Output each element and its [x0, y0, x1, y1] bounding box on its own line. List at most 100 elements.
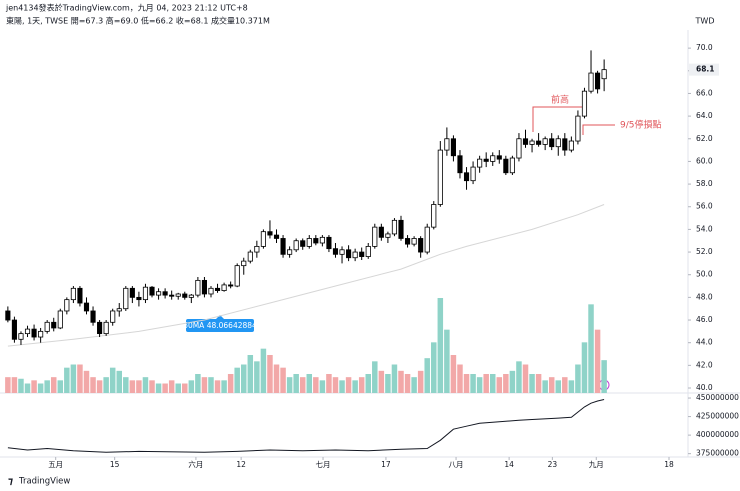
x-tick-label: 12 — [236, 460, 246, 469]
ma-label-text: 60MA 48.06642884 — [183, 321, 257, 330]
volume-bar — [509, 370, 516, 393]
volume-bar — [358, 377, 365, 393]
volume-bar — [116, 370, 123, 393]
volume-bar — [90, 377, 96, 393]
candle-body — [463, 172, 470, 182]
volume-bar — [64, 367, 70, 393]
candle-body — [280, 238, 286, 255]
volume-bar — [37, 383, 44, 393]
candle-body — [254, 245, 260, 253]
indicator-tick-label: 425000000 — [696, 412, 739, 421]
candle-body — [162, 291, 168, 296]
volume-bar — [57, 380, 64, 393]
volume-bar — [529, 374, 535, 393]
volume-bar — [70, 364, 77, 393]
candle-body — [568, 140, 574, 151]
candle-body — [404, 238, 411, 245]
brand: TradingView — [18, 477, 70, 487]
candle-body — [457, 155, 463, 174]
volume-bar — [254, 361, 260, 393]
x-tick-label: 18 — [664, 460, 674, 469]
candle-body — [228, 284, 234, 287]
candle-body — [77, 287, 83, 304]
candle-body — [313, 238, 319, 244]
candle-body — [214, 287, 221, 291]
candle-body — [516, 138, 522, 159]
candle-body — [221, 284, 227, 291]
ma-label-box — [186, 319, 254, 332]
volume-bar — [575, 364, 581, 393]
volume-bar — [31, 380, 37, 393]
candle-body — [273, 234, 280, 239]
candle-body — [103, 321, 109, 335]
ma-line — [7, 204, 605, 347]
volume-bar — [11, 377, 18, 393]
candle-body — [110, 310, 116, 323]
candle-body — [431, 204, 437, 228]
candle-body — [450, 138, 456, 157]
candle-body — [234, 265, 240, 287]
candle-body — [470, 166, 476, 182]
volume-bar — [267, 355, 273, 393]
candle-body — [332, 248, 339, 255]
y-tick-label: 40.0 — [696, 383, 713, 392]
volume-bar — [182, 383, 188, 393]
candle-body — [169, 294, 175, 297]
volume-bar — [562, 377, 568, 393]
volume-bar — [293, 374, 299, 393]
volume-bar — [555, 380, 562, 393]
candle-body — [418, 238, 424, 253]
candle-body — [477, 158, 483, 168]
volume-bar — [201, 377, 208, 393]
x-tick-label: 17 — [381, 460, 391, 469]
x-tick-label: 九月 — [589, 460, 604, 469]
volume-bar — [77, 364, 83, 393]
candle-body — [555, 138, 561, 148]
volume-bar — [457, 364, 463, 393]
annotation-line — [532, 106, 585, 132]
volume-bar — [227, 374, 234, 393]
candle-body — [503, 158, 509, 174]
volume-bar — [136, 380, 142, 393]
volume-bar — [581, 342, 588, 393]
candle-body — [97, 321, 103, 335]
volume-bar — [260, 348, 267, 393]
volume-bar — [24, 383, 31, 393]
candle-body — [483, 158, 489, 162]
candle-body — [247, 251, 253, 262]
volume-bar — [398, 370, 404, 393]
candle-body — [260, 231, 266, 247]
ma-label-arrow — [216, 315, 224, 319]
candle-body — [359, 251, 365, 257]
volume-bar — [319, 380, 326, 393]
volume-bar — [50, 377, 57, 393]
volume-bar — [221, 380, 227, 393]
candle-body — [5, 310, 11, 321]
volume-bar — [424, 358, 430, 393]
candle-body — [444, 138, 450, 151]
y-tick-label: 54.0 — [696, 224, 713, 233]
volume-bar — [548, 377, 555, 393]
volume-bar — [345, 377, 352, 393]
volume-bar — [522, 364, 529, 393]
candle-body — [575, 115, 581, 142]
indicator-tick-label: 400000000 — [696, 430, 739, 439]
candle-body — [64, 299, 70, 312]
last-price-box — [689, 63, 719, 76]
volume-bar — [463, 374, 470, 393]
candle-body — [490, 155, 496, 162]
candle-body — [529, 140, 535, 145]
publisher: jen4134發表於TradingView.com，九月 04, 2023 21… — [5, 3, 248, 13]
volume-bar — [594, 329, 601, 393]
candle-body — [581, 90, 588, 117]
x-tick-label: 15 — [110, 460, 120, 469]
candle-body — [365, 245, 371, 257]
candle-body — [437, 149, 443, 205]
volume-bar — [496, 377, 503, 393]
candle-body — [11, 319, 17, 340]
candle-body — [326, 236, 332, 250]
volume-bar — [411, 377, 417, 393]
volume-bar — [404, 374, 411, 393]
y-tick-label: 64.0 — [696, 111, 713, 120]
candle-body — [241, 260, 247, 267]
